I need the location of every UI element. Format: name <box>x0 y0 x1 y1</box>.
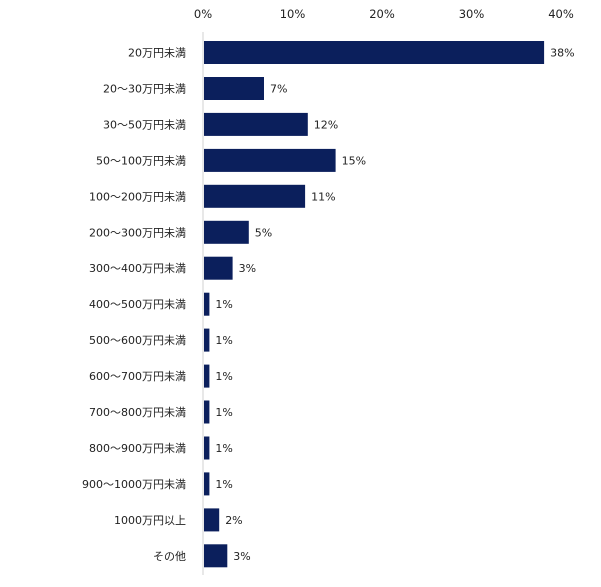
x-tick-label: 0% <box>194 7 212 21</box>
value-label: 3% <box>239 262 256 275</box>
value-label: 11% <box>311 190 335 203</box>
value-label: 1% <box>215 298 232 311</box>
value-label: 1% <box>215 334 232 347</box>
bar <box>204 436 210 460</box>
bar <box>204 184 306 208</box>
category-label: 20万円未満 <box>128 47 186 60</box>
bar <box>204 508 220 532</box>
category-labels: 20万円未満 20～30万円未満 30～50万円未満 50～100万円未満 100～20… <box>82 47 186 563</box>
category-label: 800～900万円未満 <box>89 442 186 455</box>
category-label: 50～100万円未満 <box>96 154 186 167</box>
value-label: 1% <box>215 442 232 455</box>
x-tick-label: 40% <box>548 7 574 21</box>
value-label: 15% <box>342 154 366 167</box>
value-label: 7% <box>270 83 287 96</box>
value-labels: 38% 7% 12% 15% 11% 5% 3% 1% 1% 1% 1% 1% 1% 2% 3% <box>215 47 574 563</box>
value-label: 12% <box>314 118 338 131</box>
category-label: 500～600万円未満 <box>89 334 186 347</box>
bar <box>204 41 545 64</box>
bar <box>204 472 210 496</box>
value-label: 3% <box>233 550 250 563</box>
category-label: 100～200万円未満 <box>89 190 186 203</box>
category-label: 1000万円以上 <box>114 514 186 527</box>
category-label: 200～300万円未満 <box>89 226 186 239</box>
x-tick-label: 20% <box>369 7 395 21</box>
category-label: 400～500万円未満 <box>89 298 186 311</box>
bar <box>204 544 228 568</box>
bar <box>204 292 210 316</box>
category-label: 900～1000万円未満 <box>82 478 186 491</box>
bar <box>204 77 264 100</box>
value-label: 1% <box>215 478 232 491</box>
value-label: 1% <box>215 406 232 419</box>
category-label: 700～800万円未満 <box>89 406 186 419</box>
value-label: 38% <box>550 47 574 60</box>
category-label: 300～400万円未満 <box>89 262 186 275</box>
value-label: 5% <box>255 226 272 239</box>
category-label: 20～30万円未満 <box>103 83 186 96</box>
value-label: 1% <box>215 370 232 383</box>
bar <box>204 256 233 280</box>
category-label: 600～700万円未満 <box>89 370 186 383</box>
bar <box>204 112 308 136</box>
x-tick-label: 30% <box>459 7 485 21</box>
bar <box>204 220 249 244</box>
bar <box>204 364 210 388</box>
category-label: その他 <box>153 550 186 563</box>
bar <box>204 400 210 424</box>
bars <box>204 41 545 568</box>
bar <box>204 148 336 172</box>
x-axis-ticks: 0% 10% 20% 30% 40% <box>194 7 574 21</box>
value-label: 2% <box>225 514 242 527</box>
bar <box>204 328 210 352</box>
x-tick-label: 10% <box>280 7 306 21</box>
category-label: 30～50万円未満 <box>103 118 186 131</box>
